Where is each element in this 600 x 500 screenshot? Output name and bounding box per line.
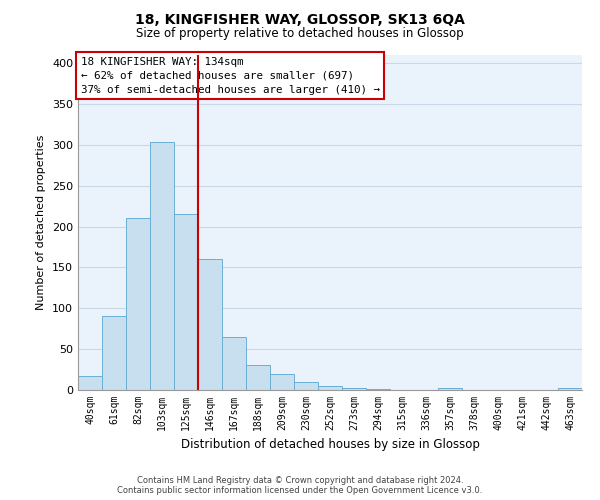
Bar xyxy=(318,386,342,390)
Bar xyxy=(246,364,270,390)
Bar xyxy=(126,218,150,390)
Bar xyxy=(294,382,318,390)
Bar xyxy=(366,389,390,390)
Bar xyxy=(222,337,246,390)
Bar xyxy=(150,142,174,390)
Text: 18, KINGFISHER WAY, GLOSSOP, SK13 6QA: 18, KINGFISHER WAY, GLOSSOP, SK13 6QA xyxy=(135,12,465,26)
Bar xyxy=(270,374,294,390)
Text: Contains HM Land Registry data © Crown copyright and database right 2024.
Contai: Contains HM Land Registry data © Crown c… xyxy=(118,476,482,495)
Bar xyxy=(102,316,126,390)
Bar xyxy=(342,388,366,390)
Bar xyxy=(558,388,582,390)
Bar xyxy=(438,388,462,390)
Text: Size of property relative to detached houses in Glossop: Size of property relative to detached ho… xyxy=(136,28,464,40)
Y-axis label: Number of detached properties: Number of detached properties xyxy=(37,135,46,310)
Bar xyxy=(198,260,222,390)
Bar xyxy=(174,214,198,390)
Text: 18 KINGFISHER WAY: 134sqm
← 62% of detached houses are smaller (697)
37% of semi: 18 KINGFISHER WAY: 134sqm ← 62% of detac… xyxy=(80,56,380,94)
X-axis label: Distribution of detached houses by size in Glossop: Distribution of detached houses by size … xyxy=(181,438,479,452)
Bar xyxy=(78,376,102,390)
